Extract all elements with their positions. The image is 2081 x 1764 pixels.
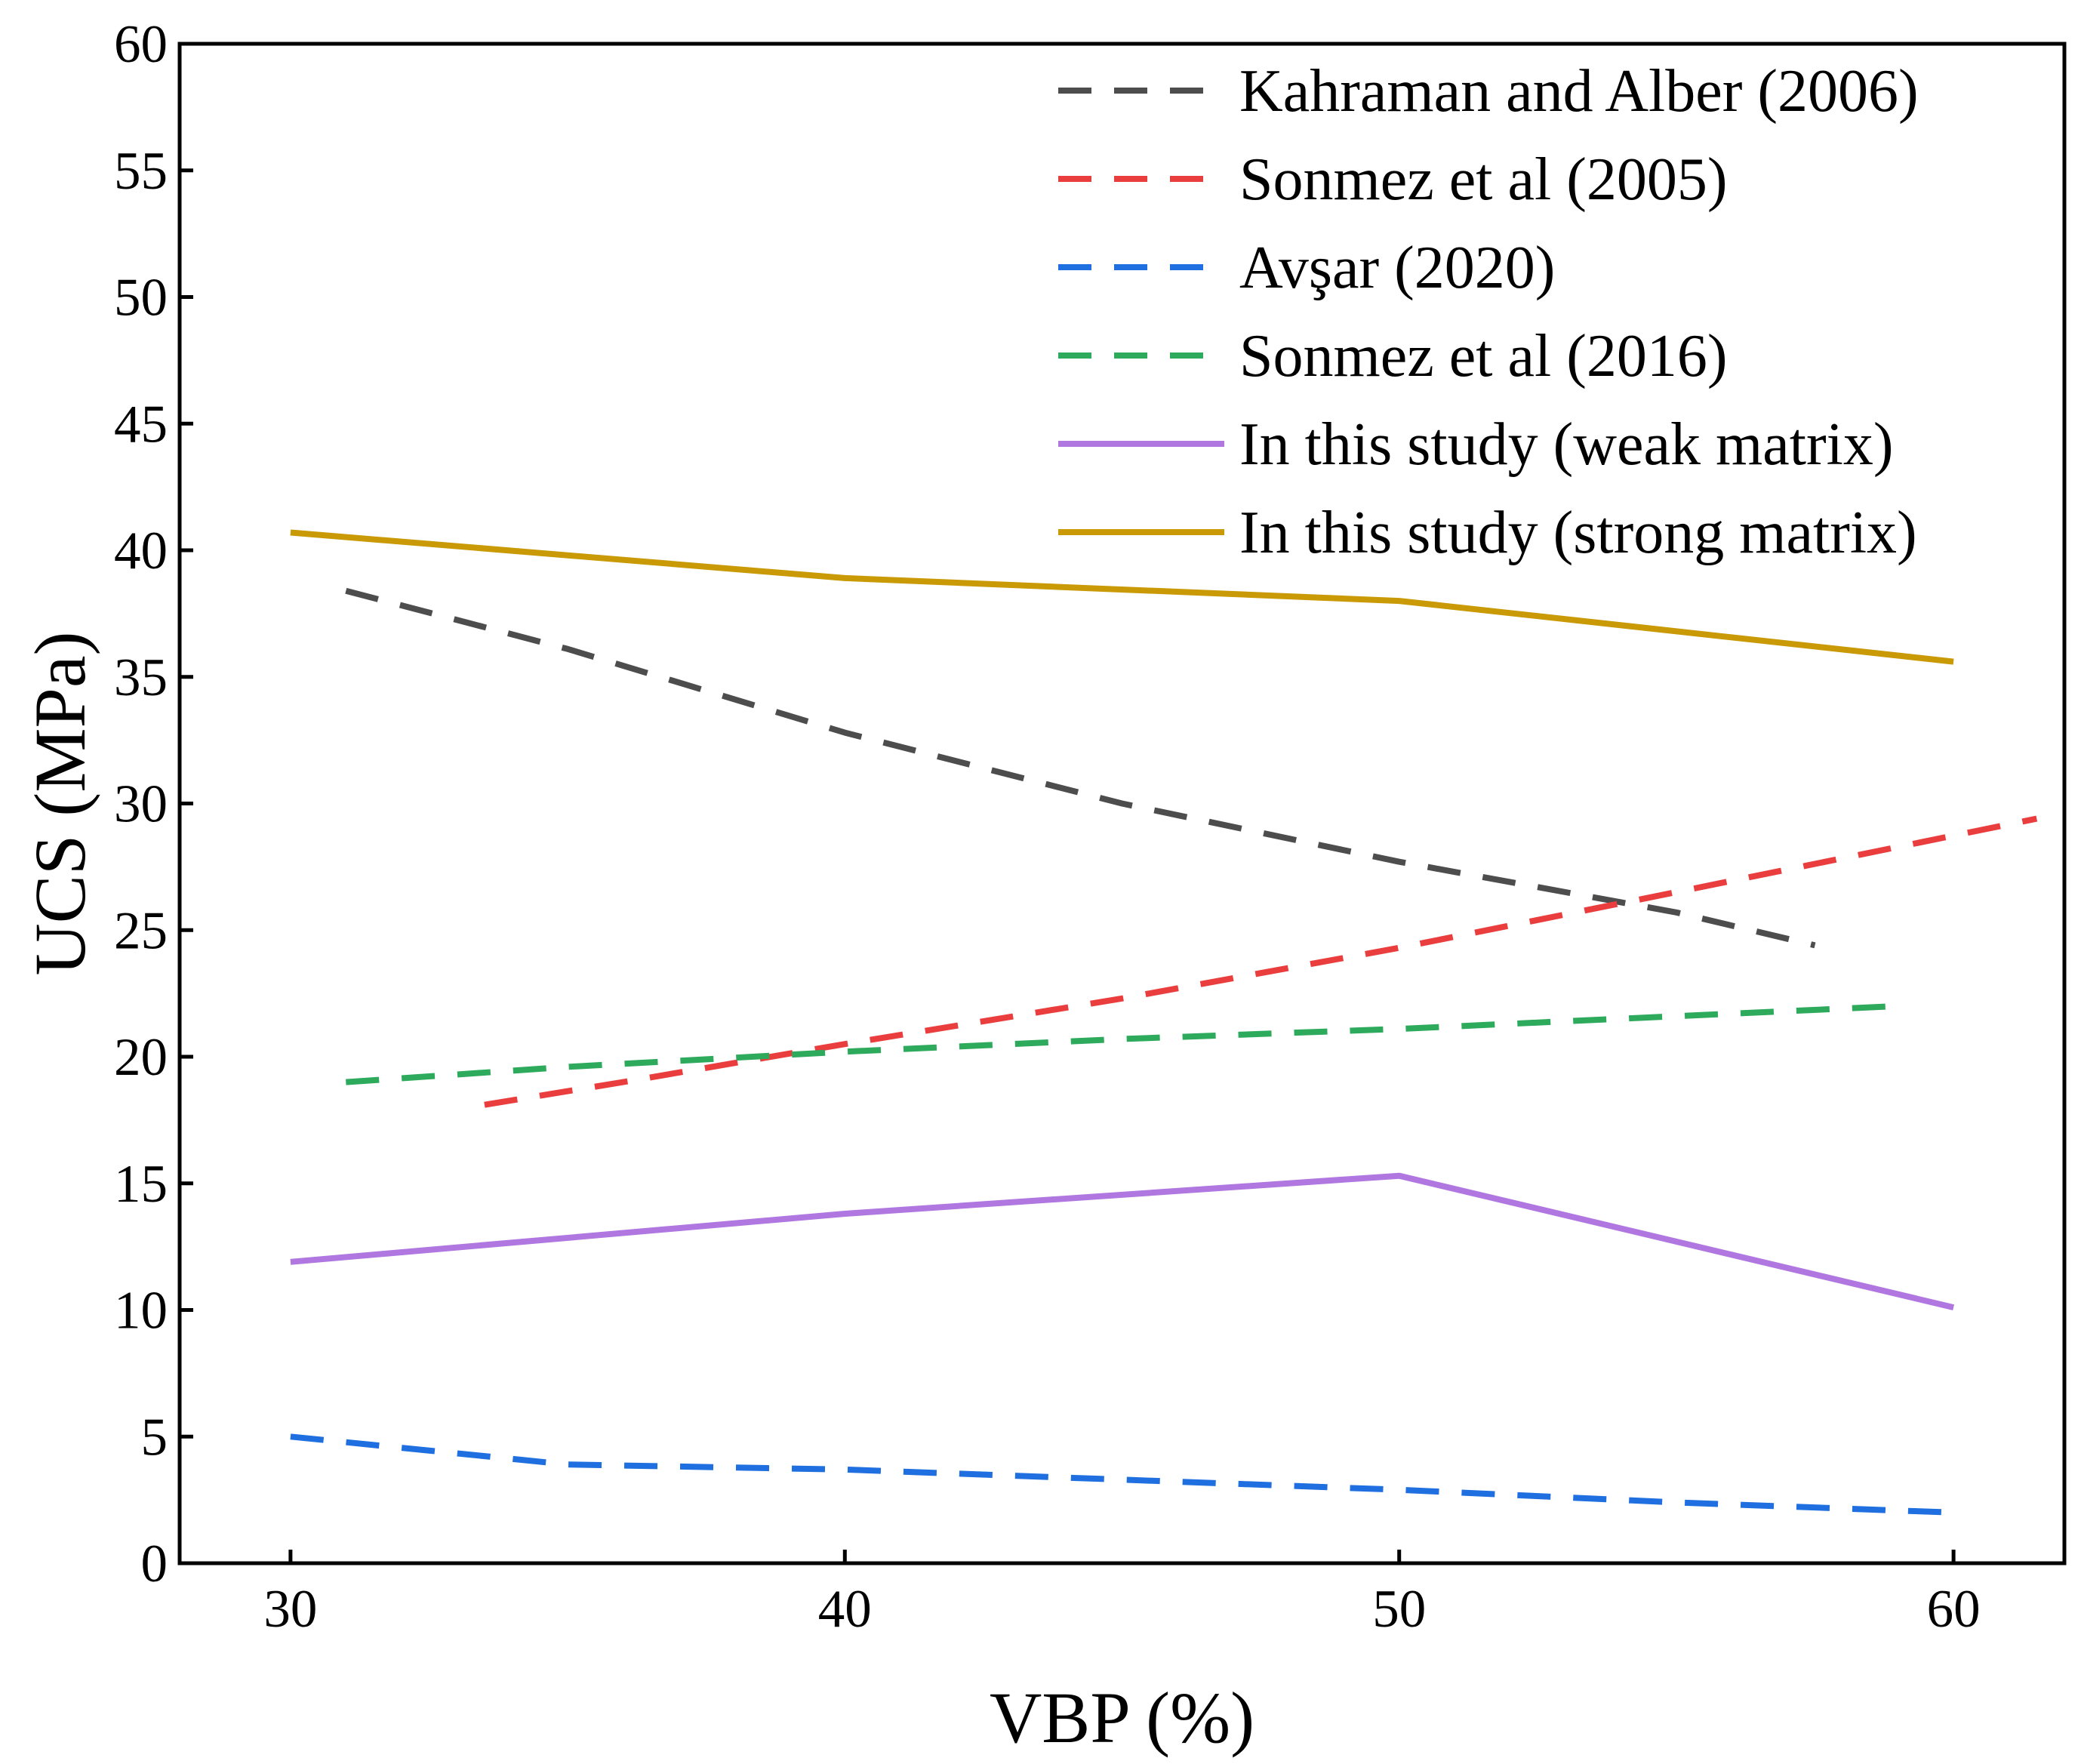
series-group	[290, 529, 2038, 1516]
y-tick-label: 25	[114, 901, 168, 960]
series-line-1	[345, 587, 1816, 949]
y-tick-label: 5	[141, 1408, 168, 1467]
series-line-5	[290, 1172, 1955, 1310]
legend: Kahraman and Alber (2006) Sonmez et al (2…	[1058, 58, 1919, 566]
y-tick-label: 60	[114, 15, 168, 74]
y-tick-label: 0	[141, 1535, 168, 1593]
x-tick-label: 60	[1927, 1580, 1981, 1639]
y-tick-label: 55	[114, 142, 168, 201]
legend-label-4: Sonmez et al (2016)	[1239, 323, 1727, 389]
legend-label-5: In this study (weak matrix)	[1239, 411, 1893, 478]
y-tick-label: 45	[114, 395, 168, 454]
y-tick-label: 10	[114, 1282, 168, 1341]
x-tick-label: 40	[818, 1580, 872, 1639]
y-axis-title: UCS (MPa)	[20, 631, 100, 975]
legend-label-3: Avşar (2020)	[1239, 235, 1555, 301]
legend-label-6: In this study (strong matrix)	[1239, 500, 1917, 566]
series-line-6	[290, 529, 1954, 665]
y-tick-label: 30	[114, 775, 168, 834]
series-line-2	[484, 815, 2038, 1108]
plot-area: 30 40 50 60 0 5 10 15 20 25 30 35 40 45 50 55 60	[114, 15, 2067, 1639]
y-tick-label: 15	[114, 1155, 168, 1214]
x-tick-label: 30	[263, 1580, 317, 1639]
y-tick-label: 20	[114, 1028, 168, 1087]
series-line-3	[290, 1433, 1954, 1516]
y-tick-label: 50	[114, 269, 168, 328]
y-tick-label: 35	[114, 648, 168, 707]
series-line-4	[346, 1002, 1898, 1085]
y-tick-label: 40	[114, 522, 168, 580]
x-tick-label: 50	[1372, 1580, 1426, 1639]
x-axis-ticks: 30 40 50 60	[263, 1550, 1981, 1639]
legend-label-2: Sonmez et al (2005)	[1239, 146, 1727, 213]
legend-label-1: Kahraman and Alber (2006)	[1239, 58, 1919, 125]
x-axis-title: VBP (%)	[990, 1677, 1254, 1758]
y-axis-ticks: 0 5 10 15 20 25 30 35 40 45 50 55 60	[114, 15, 193, 1593]
